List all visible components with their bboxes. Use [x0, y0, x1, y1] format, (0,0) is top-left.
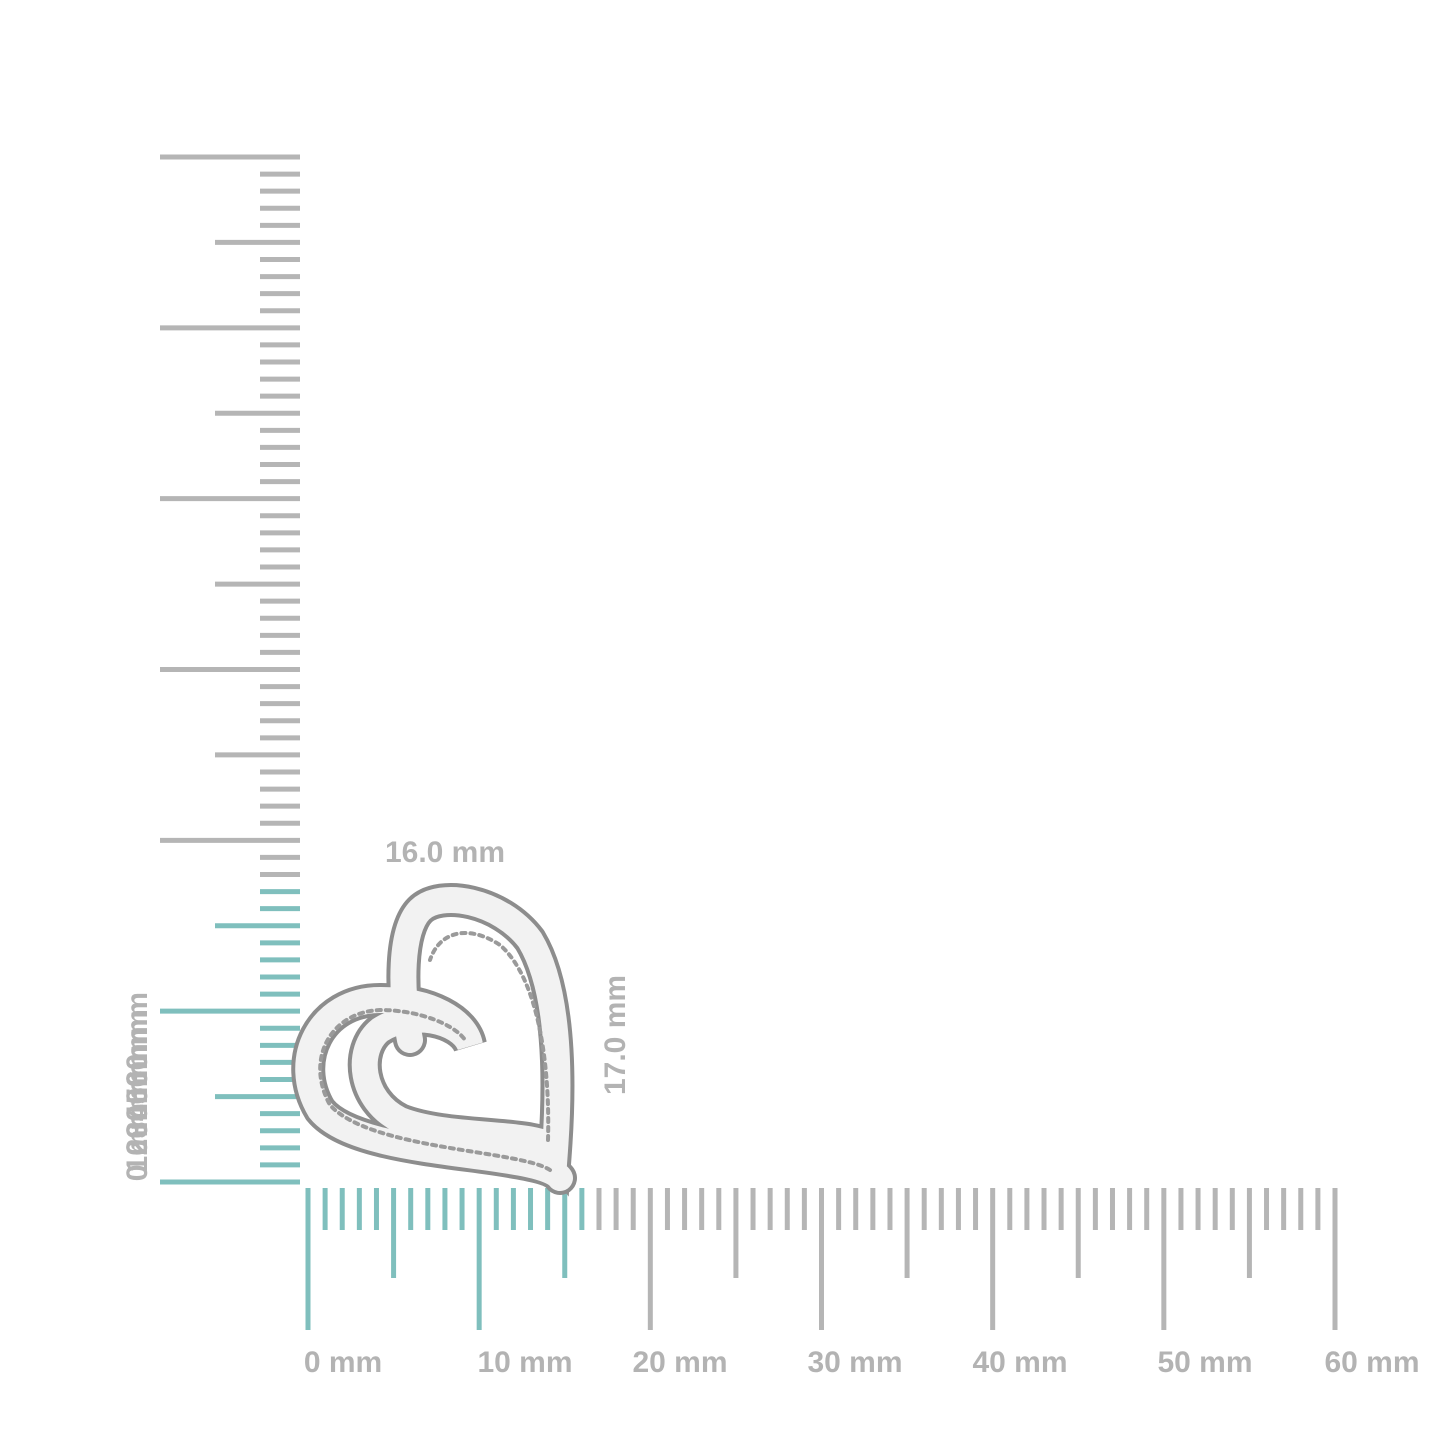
- v-ruler-label: 50 mm: [121, 1009, 154, 1104]
- height-label: 17.0 mm: [599, 975, 632, 1095]
- diamond-row-left: [318, 1007, 552, 1172]
- h-ruler-label: 40 mm: [972, 1346, 1067, 1379]
- h-ruler-label: 0 mm: [304, 1346, 382, 1379]
- rulers: 0 mm 10 mm 20 mm 30 mm 40 mm 50 mm 60 mm0 mm10…: [121, 154, 1420, 1379]
- width-label: 16.0 mm: [385, 836, 505, 869]
- h-ruler-label: 20 mm: [632, 1346, 727, 1379]
- v-ruler-label: 0 mm: [121, 1103, 154, 1181]
- band-surface: [295, 887, 573, 1191]
- v-ruler-label: 60 mm: [121, 992, 154, 1087]
- v-ruler-label: 20 mm: [121, 1060, 154, 1155]
- diamond-row-right: [428, 931, 551, 1142]
- heart-pendant: [291, 883, 577, 1197]
- h-ruler-label: 50 mm: [1157, 1346, 1252, 1379]
- v-ruler-label: 30 mm: [121, 1043, 154, 1138]
- h-ruler-label: 10 mm: [477, 1346, 572, 1379]
- h-ruler-label: 60 mm: [1324, 1346, 1419, 1379]
- v-ruler-label: 10 mm: [121, 1077, 154, 1172]
- h-ruler-label: 30 mm: [807, 1346, 902, 1379]
- v-ruler-label: 40 mm: [121, 1026, 154, 1121]
